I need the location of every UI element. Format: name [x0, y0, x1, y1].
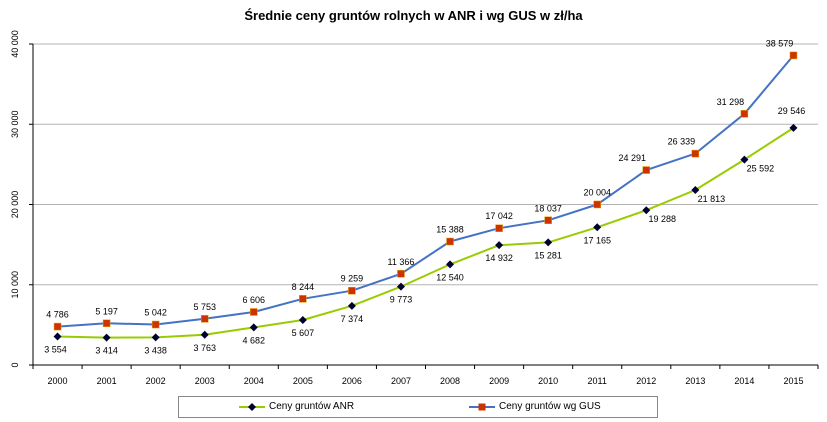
data-label-gus: 24 291 — [619, 153, 647, 163]
marker-anr — [691, 185, 700, 194]
data-label-anr: 3 438 — [144, 345, 167, 355]
marker-gus — [544, 216, 552, 225]
legend-label-anr: Ceny gruntów ANR — [269, 401, 355, 412]
legend-item-anr: Ceny gruntów ANR — [239, 401, 354, 412]
data-label-anr: 3 414 — [95, 346, 118, 356]
series-line-gus — [57, 54, 795, 328]
data-label-gus: 5 197 — [95, 306, 118, 316]
data-label-anr: 5 607 — [292, 328, 315, 338]
marker-anr — [102, 333, 111, 342]
marker-anr — [298, 316, 307, 325]
x-tick-label: 2012 — [636, 376, 656, 386]
marker-gus — [102, 319, 111, 328]
x-tick-label: 2006 — [342, 376, 362, 386]
data-label-anr: 25 592 — [747, 164, 775, 174]
marker-gus — [151, 320, 160, 329]
x-tick-label: 2001 — [97, 376, 117, 386]
x-tick-label: 2009 — [489, 376, 509, 386]
data-label-gus: 31 298 — [717, 97, 745, 107]
data-label-anr: 4 682 — [243, 335, 266, 345]
marker-anr — [249, 323, 258, 332]
data-label-anr: 3 554 — [44, 344, 67, 354]
y-tick-label: 0 — [10, 362, 20, 367]
x-tick-label: 2005 — [293, 376, 313, 386]
marker-gus — [495, 224, 503, 232]
x-tick-label: 2003 — [195, 376, 215, 386]
marker-gus — [446, 237, 454, 246]
marker-gus — [691, 149, 700, 158]
data-label-anr: 21 813 — [698, 194, 726, 204]
marker-gus — [299, 295, 307, 303]
marker-anr — [740, 155, 749, 164]
x-tick-label: 2013 — [685, 376, 705, 386]
marker-anr — [789, 123, 798, 132]
marker-anr — [200, 330, 209, 339]
legend-swatch-gus — [469, 403, 495, 410]
data-label-anr: 14 932 — [485, 253, 513, 263]
marker-anr — [495, 241, 504, 250]
legend-item-gus: Ceny gruntów wg GUS — [469, 401, 601, 412]
marker-anr — [446, 260, 455, 269]
y-tick-label: 40 000 — [10, 30, 20, 58]
x-tick-label: 2000 — [48, 376, 68, 386]
x-tick-label: 2014 — [734, 376, 754, 386]
data-label-gus: 38 579 — [766, 38, 794, 48]
x-tick-label: 2015 — [783, 376, 803, 386]
data-label-anr: 9 773 — [390, 295, 413, 305]
marker-gus — [53, 322, 62, 331]
data-label-gus: 8 244 — [292, 282, 315, 292]
x-tick-label: 2008 — [440, 376, 460, 386]
data-label-gus: 4 786 — [46, 310, 69, 320]
marker-gus — [740, 110, 749, 118]
data-label-gus: 15 388 — [436, 225, 464, 235]
legend-label-gus: Ceny gruntów wg GUS — [499, 401, 601, 412]
data-label-anr: 3 763 — [193, 343, 216, 353]
x-tick-label: 2002 — [146, 376, 166, 386]
x-tick-label: 2004 — [244, 376, 264, 386]
y-tick-label: 30 000 — [10, 110, 20, 138]
marker-anr — [347, 301, 356, 310]
marker-anr — [53, 332, 62, 341]
data-label-gus: 5 753 — [193, 302, 216, 312]
chart-title: Średnie ceny gruntów rolnych w ANR i wg … — [244, 8, 583, 23]
y-tick-label: 10 000 — [10, 271, 20, 299]
data-label-anr: 12 540 — [436, 272, 464, 282]
data-label-anr: 29 546 — [778, 106, 806, 116]
marker-anr — [642, 206, 651, 215]
data-label-gus: 18 037 — [534, 203, 562, 213]
series-line-anr — [57, 127, 795, 339]
marker-gus — [642, 166, 651, 174]
data-label-anr: 15 281 — [534, 250, 562, 260]
x-tick-label: 2011 — [588, 376, 607, 386]
data-label-anr: 7 374 — [341, 314, 364, 324]
data-label-gus: 17 042 — [485, 211, 513, 221]
marker-gus — [789, 51, 798, 60]
legend-swatch-anr — [239, 402, 265, 411]
data-label-gus: 26 339 — [668, 137, 696, 147]
marker-gus — [250, 308, 258, 316]
data-label-gus: 5 042 — [144, 308, 167, 318]
marker-gus — [348, 286, 356, 295]
data-label-gus: 9 259 — [341, 274, 364, 284]
data-label-anr: 17 165 — [583, 235, 611, 245]
y-tick-label: 20 000 — [10, 191, 20, 219]
marker-anr — [544, 238, 553, 247]
marker-anr — [593, 223, 602, 232]
data-label-gus: 11 366 — [388, 257, 415, 267]
data-label-gus: 6 606 — [243, 295, 266, 305]
marker-gus — [200, 315, 209, 323]
data-label-gus: 20 004 — [583, 187, 611, 197]
x-tick-label: 2007 — [391, 376, 411, 386]
marker-gus — [397, 270, 405, 278]
x-tick-label: 2010 — [538, 376, 558, 386]
data-label-anr: 19 288 — [649, 214, 677, 224]
chart-legend: Ceny gruntów ANR Ceny gruntów wg GUS — [178, 396, 658, 418]
marker-anr — [396, 282, 405, 291]
marker-gus — [593, 200, 601, 209]
marker-anr — [151, 333, 160, 342]
